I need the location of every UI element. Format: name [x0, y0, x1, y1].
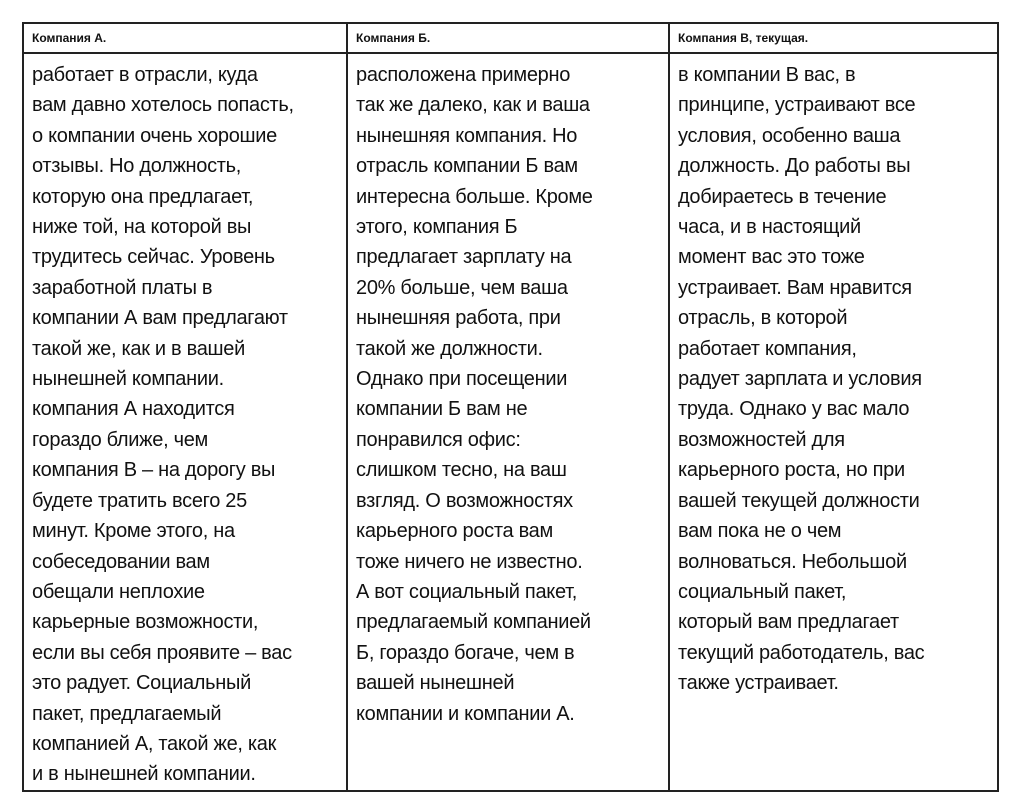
text-line: компания В – на дорогу вы	[32, 459, 276, 482]
text-line: Б, гораздо богаче, чем в	[356, 641, 575, 664]
text-line: нынешняя работа, при	[356, 307, 561, 330]
text-line: социальный пакет,	[678, 580, 847, 603]
text-line: добираетесь в течение	[678, 185, 887, 208]
text-line: карьерного роста вам	[356, 520, 553, 543]
text-line: предлагаемый компанией	[356, 611, 591, 634]
header-row: Компания А. Компания Б. Компания В, теку…	[22, 22, 999, 54]
text-line: А вот социальный пакет,	[356, 580, 578, 603]
text-line: труда. Однако у вас мало	[678, 398, 910, 421]
text-line: компанией А, такой же, как	[32, 732, 277, 755]
text-line: вашей нынешней	[356, 672, 515, 695]
text-line: такой же, как и в вашей	[32, 337, 245, 360]
text-line: волноваться. Небольшой	[678, 550, 907, 573]
text-line: будете тратить всего 25	[32, 489, 247, 512]
text-line: заработной платы в	[32, 276, 213, 299]
text-line: взгляд. О возможностях	[356, 489, 573, 512]
text-line: работает компания,	[678, 337, 857, 360]
body-row: работает в отрасли, куда вам давно хотело…	[22, 52, 999, 792]
text-line: ниже той, на которой вы	[32, 216, 252, 239]
text-line: отзывы. Но должность,	[32, 155, 242, 178]
text-line: вам пока не о чем	[678, 520, 842, 543]
text-line: тоже ничего не известно.	[356, 550, 583, 573]
text-line: пакет, предлагаемый	[32, 702, 222, 725]
text-line: нынешняя компания. Но	[356, 124, 578, 147]
text-line: если вы себя проявите – вас	[32, 641, 292, 664]
text-line: интересна больше. Кроме	[356, 185, 593, 208]
text-line: часа, и в настоящий	[678, 216, 861, 239]
text-line: трудитесь сейчас. Уровень	[32, 246, 275, 269]
text-line: так же далеко, как и ваша	[356, 94, 590, 117]
text-line: этого, компания Б	[356, 216, 518, 239]
text-line: понравился офис:	[356, 428, 521, 451]
text-line: расположена примерно	[356, 64, 571, 86]
text-line: и в нынешней компании.	[32, 763, 256, 786]
cell-company-a: работает в отрасли, куда вам давно хотело…	[22, 52, 348, 792]
text-line: который вам предлагает	[678, 611, 899, 634]
text-line: возможностей для	[678, 428, 845, 451]
text-line: также устраивает.	[678, 672, 839, 695]
text-line: Однако при посещении	[356, 368, 568, 391]
text-line: текущий работодатель, вас	[678, 641, 925, 664]
text-line: принципе, устраивают все	[678, 94, 916, 117]
cell-company-v: в компании В вас, в принципе, устраивают …	[668, 52, 999, 792]
text-line: предлагает зарплату на	[356, 246, 572, 269]
text-line: нынешней компании.	[32, 368, 224, 391]
text-line: вашей текущей должности	[678, 489, 920, 512]
text-line: момент вас это тоже	[678, 246, 865, 269]
text-line: такой же должности.	[356, 337, 543, 360]
text-line: собеседовании вам	[32, 550, 210, 573]
text-line: компания А находится	[32, 398, 235, 421]
text-line: которую она предлагает,	[32, 185, 254, 208]
text-line: отрасль, в которой	[678, 307, 848, 330]
comparison-table: Компания А. Компания Б. Компания В, теку…	[22, 22, 999, 792]
text-line: устраивает. Вам нравится	[678, 276, 912, 299]
header-company-b: Компания Б.	[346, 22, 670, 54]
text-line: отрасль компании Б вам	[356, 155, 578, 178]
text-line: карьерного роста, но при	[678, 459, 905, 482]
text-line: в компании В вас, в	[678, 64, 856, 86]
text-line: вам давно хотелось попасть,	[32, 94, 294, 117]
text-line: карьерные возможности,	[32, 611, 259, 634]
text-line: условия, особенно ваша	[678, 124, 901, 147]
text-line: 20% больше, чем ваша	[356, 276, 568, 299]
text-line: обещали неплохие	[32, 580, 205, 603]
text-line: минут. Кроме этого, на	[32, 520, 235, 543]
text-line: радует зарплата и условия	[678, 368, 922, 391]
text-line: компании Б вам не	[356, 398, 528, 421]
text-line: работает в отрасли, куда	[32, 64, 258, 86]
text-line: это радует. Социальный	[32, 672, 251, 695]
cell-company-b: расположена примерно так же далеко, как и…	[346, 52, 670, 792]
text-line: компании А вам предлагают	[32, 307, 288, 330]
text-line: гораздо ближе, чем	[32, 428, 208, 451]
text-line: о компании очень хорошие	[32, 124, 277, 147]
header-company-v: Компания В, текущая.	[668, 22, 999, 54]
header-company-a: Компания А.	[22, 22, 348, 54]
text-line: должность. До работы вы	[678, 155, 911, 178]
text-line: слишком тесно, на ваш	[356, 459, 567, 482]
text-line: компании и компании А.	[356, 702, 575, 725]
